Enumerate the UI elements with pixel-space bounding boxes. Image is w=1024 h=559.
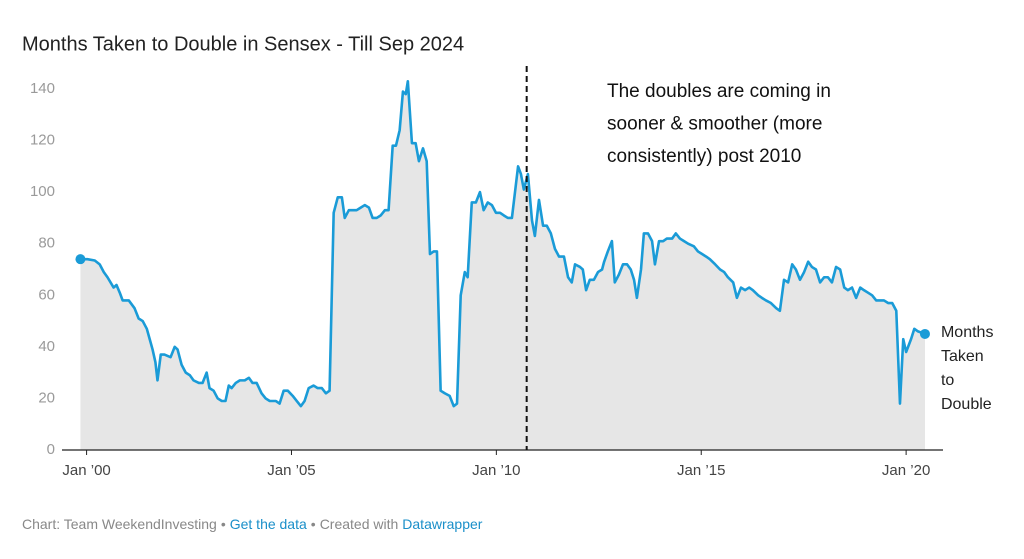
- end-dot: [75, 254, 86, 265]
- footer: Chart: Team WeekendInvesting • Get the dat…: [22, 516, 486, 532]
- annotation-text: The doubles are coming in: [607, 81, 831, 102]
- footer-separator: •: [220, 516, 226, 532]
- chart-title: Months Taken to Double in Sensex - Till …: [22, 33, 464, 55]
- footer-source: Chart: Team WeekendInvesting: [22, 516, 217, 532]
- y-tick-label: 140: [30, 80, 55, 97]
- line: [80, 79, 926, 408]
- footer-created: Created with: [319, 516, 399, 532]
- y-tick-label: 120: [30, 132, 55, 149]
- chart: Months Taken to Double in Sensex - Till …: [22, 33, 998, 479]
- y-tick-label: 60: [38, 286, 55, 303]
- y-tick-label: 20: [38, 389, 55, 406]
- annotation-text: consistently) post 2010: [607, 146, 801, 167]
- y-tick-label: 40: [38, 338, 55, 355]
- x-tick-label: Jan ’15: [677, 462, 725, 479]
- y-tick-label: 100: [30, 183, 55, 200]
- end-dot: [919, 328, 930, 339]
- get-data-link[interactable]: Get the data: [229, 516, 307, 532]
- y-tick-label: 80: [38, 235, 55, 252]
- x-tick-label: Jan ’00: [62, 462, 110, 479]
- x-tick-label: Jan ’20: [882, 462, 930, 479]
- annotation-text: sooner & smoother (more: [607, 114, 822, 135]
- x-tick-label: Jan ’10: [472, 462, 520, 479]
- footer-separator: •: [310, 516, 316, 532]
- x-tick-label: Jan ’05: [267, 462, 315, 479]
- datawrapper-link[interactable]: Datawrapper: [402, 516, 483, 532]
- y-tick-label: 0: [47, 441, 55, 458]
- area: [80, 81, 925, 450]
- series-label: Months Taken to Double: [941, 324, 998, 413]
